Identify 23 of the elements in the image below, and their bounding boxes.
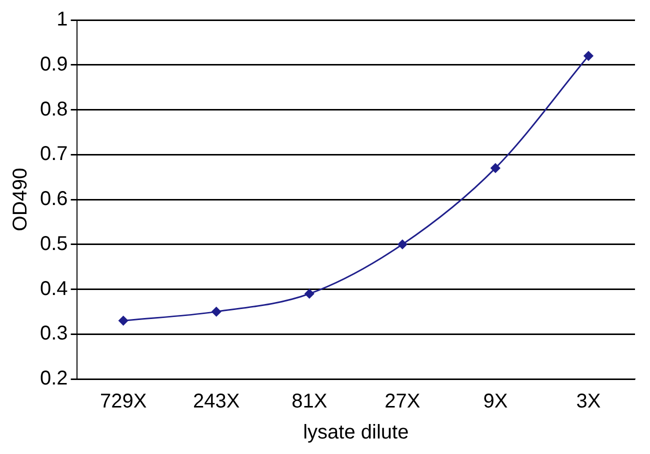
y-tick-label: 0.3 — [40, 322, 68, 345]
y-axis-title: OD490 — [10, 168, 32, 232]
x-axis-title: lysate dilute — [303, 422, 409, 444]
x-tick-label: 729X — [100, 390, 147, 413]
x-tick-label: 27X — [384, 390, 420, 413]
x-tick-label: 9X — [483, 390, 508, 413]
x-tick-label: 243X — [192, 390, 240, 413]
point — [304, 288, 314, 298]
point — [212, 306, 222, 316]
y-tick-label: 0.6 — [40, 188, 68, 210]
point — [490, 163, 500, 173]
y-tick-label: 0.4 — [40, 278, 68, 300]
y-tick-label: 0.5 — [40, 232, 68, 255]
y-tick-label: 0.9 — [40, 53, 68, 76]
y-tick-label: 0.7 — [40, 143, 68, 166]
y-tick-label: 0.8 — [40, 98, 68, 120]
y-tick-label: 0.2 — [40, 368, 68, 390]
point — [118, 316, 128, 326]
point — [584, 51, 594, 61]
y-tick-label: 1 — [56, 8, 68, 31]
x-tick-label: 3X — [576, 390, 601, 413]
x-tick-label: 81X — [292, 390, 328, 413]
point — [398, 240, 408, 250]
